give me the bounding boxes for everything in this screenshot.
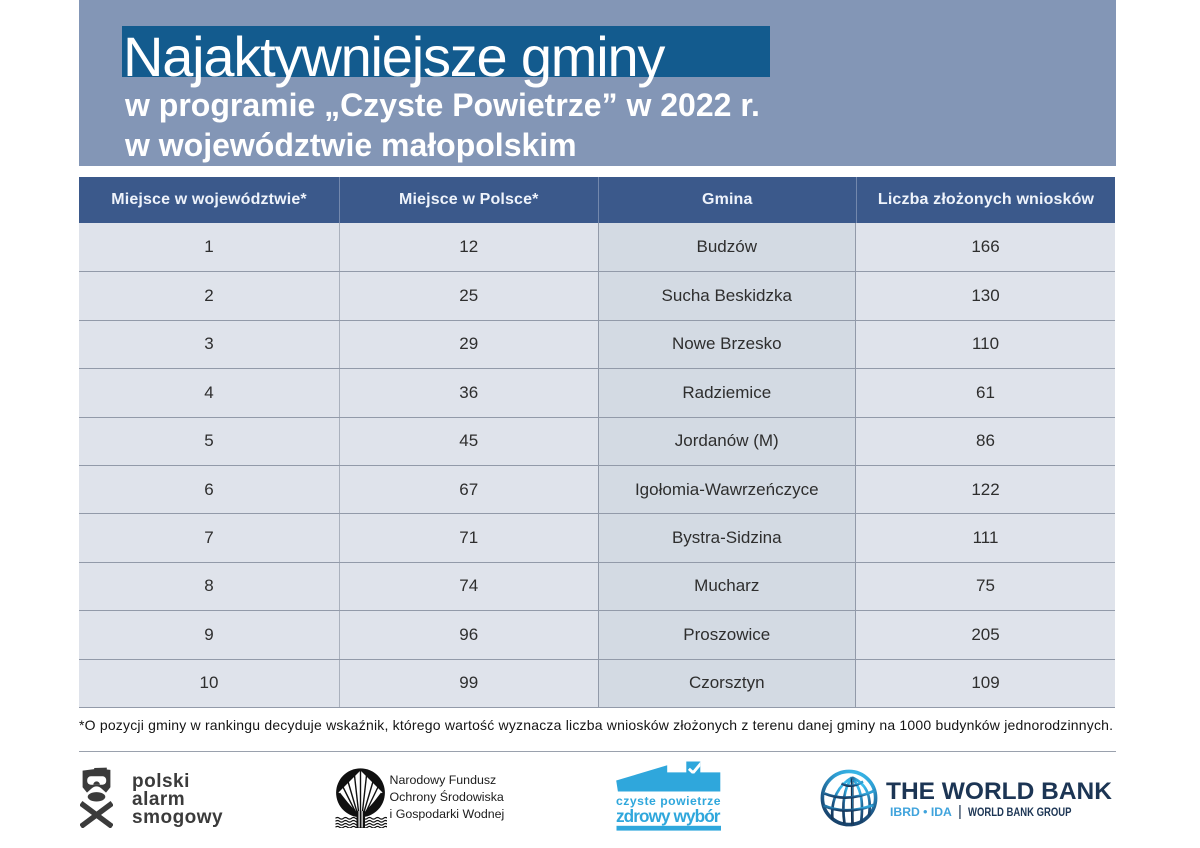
svg-text:czyste powietrze: czyste powietrze (616, 794, 721, 808)
svg-text:zdrowy wybór: zdrowy wybór (616, 806, 721, 826)
